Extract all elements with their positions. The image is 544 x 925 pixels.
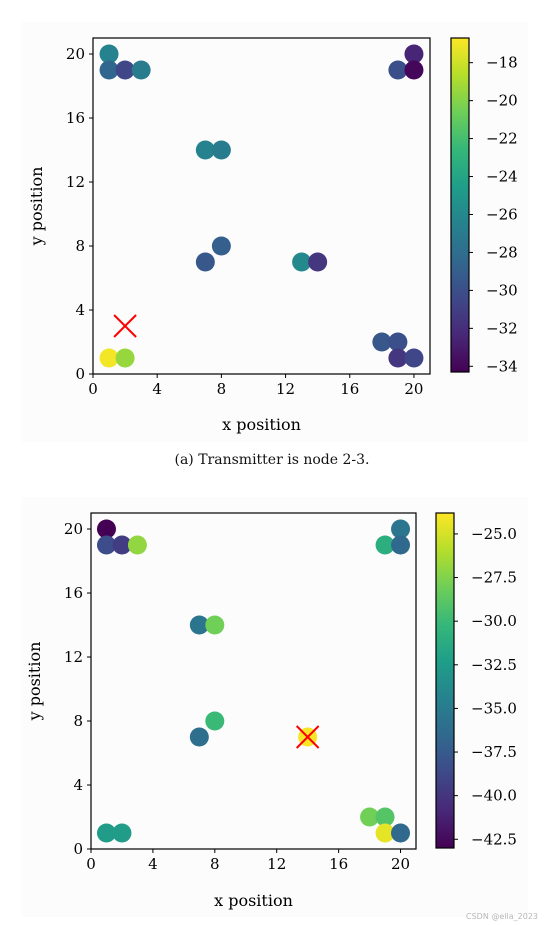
panel-a-x-tick-label: 4	[152, 380, 162, 398]
panel-b-data-point	[360, 807, 380, 827]
panel-b-data-point	[96, 519, 116, 539]
panel-b-colorbar-tick-label: −32.5	[471, 656, 517, 674]
panel-b-plot-frame	[90, 512, 417, 850]
panel-a-colorbar	[450, 37, 470, 373]
panel-a-data-point	[388, 60, 408, 80]
panel-b-colorbar-tick-label: −30.0	[471, 612, 517, 630]
panel-a-data-point	[388, 348, 408, 368]
panel-a-y-tick-label: 20	[66, 45, 85, 63]
panel-b-data-point	[189, 615, 209, 635]
panel-a-x-tick-label: 12	[276, 380, 295, 398]
panel-b-x-tick-label: 0	[86, 855, 96, 873]
panel-b-x-tick-label: 8	[210, 855, 220, 873]
panel-a-y-tick-label: 4	[75, 301, 85, 319]
panel-a-data-point	[404, 44, 424, 64]
panel-a-data-point	[99, 60, 119, 80]
panel-a-colorbar-tick-label: −24	[486, 168, 518, 186]
panel-a-x-tick-label: 0	[88, 380, 98, 398]
panel-b-data-point	[375, 807, 395, 827]
panel-a-data-point	[131, 60, 151, 80]
panel-b-y-tick-label: 12	[64, 648, 83, 666]
panel-a-y-tick-label: 12	[66, 173, 85, 191]
panel-a-data-point	[404, 60, 424, 80]
panel-a-data-point	[308, 252, 328, 272]
panel-b-data-point	[127, 535, 147, 555]
panel-b-x-tick-label: 12	[267, 855, 286, 873]
panel-b-data-point	[96, 535, 116, 555]
panel-a-colorbar-tick-label: −30	[486, 281, 518, 299]
panel-b-y-axis-label: y position	[25, 642, 44, 722]
panel-a-x-tick-label: 16	[340, 380, 359, 398]
panel-b-data-point	[391, 535, 411, 555]
panel-b-y-tick-label: 20	[64, 520, 83, 538]
panel-b-data-point	[189, 727, 209, 747]
panel-a-data-point	[99, 44, 119, 64]
panel-a-data-point	[211, 140, 231, 160]
panel-b-y-tick-label: 4	[73, 776, 83, 794]
panel-b-data-point	[375, 535, 395, 555]
panel-a-caption: (a) Transmitter is node 2-3.	[174, 452, 370, 468]
panel-b-data-point	[205, 615, 225, 635]
panel-b-data-point	[391, 823, 411, 843]
panel-b-x-tick-label: 20	[391, 855, 410, 873]
panel-a-colorbar-tick-label: −18	[486, 54, 518, 72]
panel-b-colorbar-tick-label: −40.0	[471, 787, 517, 805]
panel-b-data-point	[205, 711, 225, 731]
panel-b-y-tick-label: 8	[73, 712, 83, 730]
panel-a-colorbar-tick-label: −28	[486, 243, 518, 261]
panel-a-data-point	[372, 332, 392, 352]
panel-a-data-point	[388, 332, 408, 352]
panel-b-colorbar-tick-label: −27.5	[471, 569, 517, 587]
panel-b-colorbar-tick-label: −35.0	[471, 699, 517, 717]
panel-a-data-point	[195, 252, 215, 272]
panel-b-colorbar-tick-label: −25.0	[471, 525, 517, 543]
panel-b-x-tick-label: 4	[148, 855, 158, 873]
panel-b-colorbar-tick-label: −37.5	[471, 743, 517, 761]
panel-a-y-axis-label: y position	[27, 167, 46, 247]
panel-a-data-point	[211, 236, 231, 256]
panel-a-colorbar-tick-label: −22	[486, 130, 518, 148]
panel-b-x-axis-label: x position	[214, 891, 293, 910]
panel-b-transmitter-marker	[295, 725, 320, 749]
panel-a-data-point	[115, 348, 135, 368]
panel-a-y-tick-label: 16	[66, 109, 85, 127]
panel-a-colorbar-tick-label: −26	[486, 205, 518, 223]
panel-a-data-point	[99, 348, 119, 368]
panel-a-x-tick-label: 8	[217, 380, 227, 398]
panel-a-y-tick-label: 0	[75, 365, 85, 383]
watermark: CSDN @ella_2023	[466, 912, 538, 921]
panel-b-data-point	[96, 823, 116, 843]
panel-a-transmitter-marker	[113, 314, 137, 338]
panel-b-data-point	[375, 823, 395, 843]
panel-a-data-point	[115, 60, 135, 80]
panel-b-data-point	[112, 823, 132, 843]
panel-a-x-axis-label: x position	[222, 415, 301, 434]
panel-a-data-point	[195, 140, 215, 160]
panel-a-y-tick-label: 8	[75, 237, 85, 255]
panel-b-x-tick-label: 16	[329, 855, 348, 873]
panel-a-data-point	[404, 348, 424, 368]
panel-a-x-tick-label: 20	[404, 380, 423, 398]
panel-b-data-point	[112, 535, 132, 555]
panel-a-colorbar-tick-label: −34	[486, 357, 518, 375]
panel-a-plot-frame	[92, 37, 431, 375]
panel-b-y-tick-label: 16	[64, 584, 83, 602]
panel-b-data-point	[391, 519, 411, 539]
panel-a-data-point	[292, 252, 312, 272]
panel-b-y-tick-label: 0	[73, 840, 83, 858]
panel-b-colorbar	[435, 512, 455, 849]
panel-a-colorbar-tick-label: −20	[486, 92, 518, 110]
panel-b-colorbar-tick-label: −42.5	[471, 830, 517, 848]
panel-a-colorbar-tick-label: −32	[486, 319, 518, 337]
